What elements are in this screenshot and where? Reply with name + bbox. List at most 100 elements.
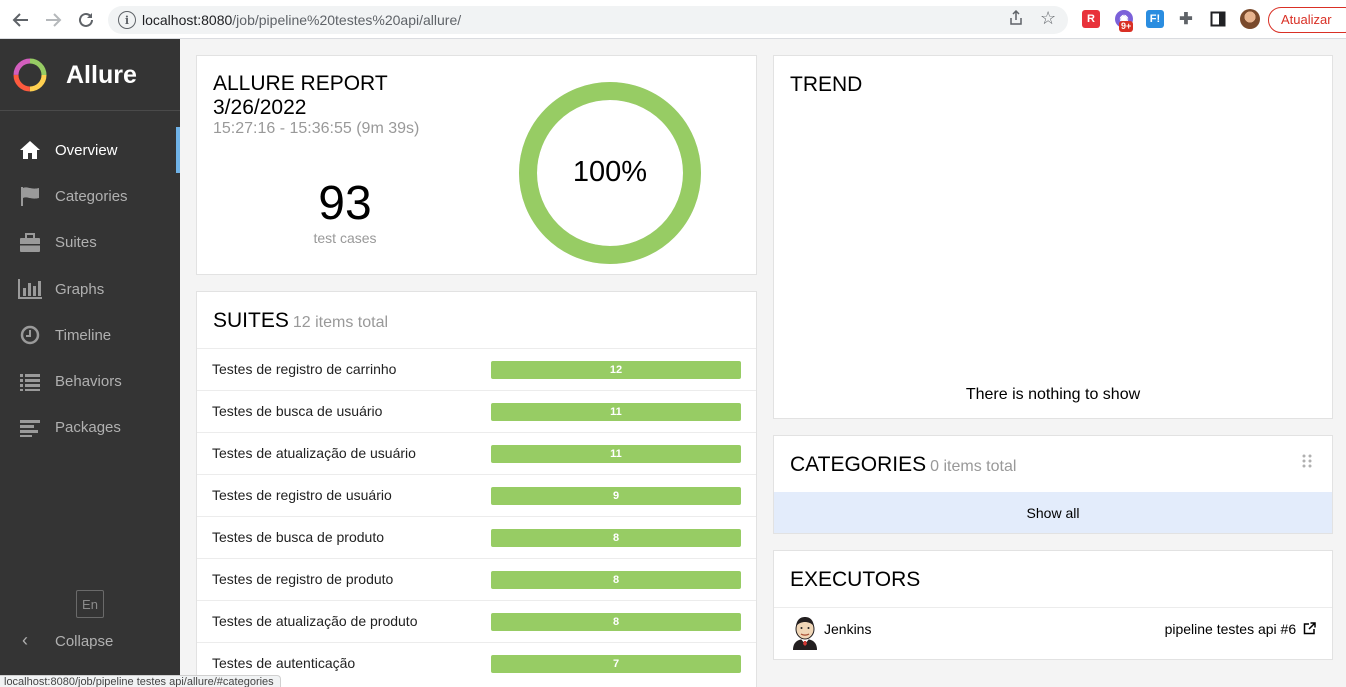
suite-name: Testes de atualização de produto (212, 613, 418, 629)
side-panel-icon[interactable] (1209, 10, 1227, 28)
suites-subtitle: 12 items total (292, 314, 389, 331)
suite-status-bar[interactable]: 11 (491, 403, 741, 421)
suite-name: Testes de registro de produto (212, 571, 394, 587)
table-row[interactable]: Testes de registro de carrinho 12 (197, 348, 756, 390)
sidebar-item-label: Overview (55, 141, 118, 159)
test-case-label: test cases (313, 230, 377, 246)
report-title: ALLURE REPORT 3/26/2022 (213, 72, 388, 120)
sidebar-item-graphs[interactable]: Graphs (0, 266, 180, 312)
suites-title: SUITES 12 items total (213, 309, 388, 333)
site-info-icon[interactable]: i (118, 11, 136, 29)
puzzle-icon[interactable]: ✚ (1179, 11, 1193, 28)
bar-chart-icon (18, 278, 42, 300)
suite-status-bar[interactable]: 7 (491, 655, 741, 673)
sidebar-item-label: Graphs (55, 280, 105, 298)
categories-subtitle: 0 items total (930, 458, 1017, 475)
suite-status-bar[interactable]: 8 (491, 613, 741, 631)
sidebar: Allure Overview Categories Suites Graphs (0, 39, 180, 687)
share-icon[interactable] (1008, 9, 1024, 31)
status-bar-url: localhost:8080/job/pipeline testes api/a… (0, 675, 281, 687)
suites-widget: SUITES 12 items total Testes de registro … (196, 291, 757, 687)
suite-status-bar[interactable]: 12 (491, 361, 741, 379)
sidebar-item-packages[interactable]: Packages (0, 405, 180, 451)
forward-icon[interactable] (42, 9, 64, 31)
categories-title-text: CATEGORIES (790, 453, 927, 476)
collapse-button[interactable]: ‹ Collapse (0, 629, 180, 655)
suite-name: Testes de busca de usuário (212, 403, 383, 419)
report-title-line1: ALLURE REPORT (213, 72, 388, 95)
extension-badge: 9+ (1119, 21, 1134, 32)
sidebar-item-overview[interactable]: Overview (0, 127, 180, 174)
suite-name: Testes de registro de carrinho (212, 361, 397, 377)
url-host: localhost:8080 (142, 12, 233, 28)
list-icon (18, 371, 42, 393)
suites-title-text: SUITES (213, 309, 289, 332)
trend-widget: TREND There is nothing to show (773, 55, 1333, 419)
categories-title: CATEGORIES 0 items total (790, 453, 1016, 477)
table-row[interactable]: Testes de busca de usuário 11 (197, 390, 756, 432)
clock-icon (18, 324, 42, 346)
table-row[interactable]: Testes de registro de usuário 9 (197, 474, 756, 516)
executor-build-link[interactable]: pipeline testes api #6 (1165, 621, 1316, 637)
executors-title: EXECUTORS (790, 568, 921, 591)
brand[interactable]: Allure (0, 39, 180, 111)
reload-icon[interactable] (75, 9, 97, 31)
suite-status-bar[interactable]: 9 (491, 487, 741, 505)
brand-name: Allure (66, 61, 137, 89)
update-button[interactable]: Atualizar (1268, 7, 1346, 33)
bookmark-star-icon[interactable]: ☆ (1040, 8, 1057, 28)
categories-widget: CATEGORIES 0 items total Show all (773, 435, 1333, 534)
executors-widget: EXECUTORS Jenkins pipeline testes api #6 (773, 550, 1333, 660)
sidebar-menu: Overview Categories Suites Graphs Timeli… (0, 127, 180, 451)
jenkins-icon (793, 617, 817, 650)
browser-toolbar: i localhost:8080/job/pipeline%20testes%2… (0, 0, 1346, 39)
sidebar-item-label: Behaviors (55, 373, 122, 391)
pass-rate-donut[interactable] (517, 80, 703, 266)
url-text[interactable]: localhost:8080/job/pipeline%20testes%20a… (142, 12, 461, 28)
extension-red-icon[interactable]: R (1082, 10, 1100, 28)
address-bar[interactable]: i localhost:8080/job/pipeline%20testes%2… (108, 6, 1068, 34)
suite-name: Testes de busca de produto (212, 529, 385, 545)
briefcase-icon (18, 232, 42, 254)
align-left-icon (18, 417, 42, 439)
sidebar-item-label: Timeline (55, 326, 112, 344)
table-row[interactable]: Testes de atualização de usuário 11 (197, 432, 756, 474)
table-row[interactable]: Testes de registro de produto 8 (197, 558, 756, 600)
language-button[interactable]: En (76, 590, 104, 618)
trend-title: TREND (790, 73, 863, 96)
extension-f-icon[interactable]: F! (1146, 10, 1164, 28)
sidebar-item-categories[interactable]: Categories (0, 173, 180, 219)
home-icon (18, 139, 42, 161)
sidebar-item-label: Packages (55, 419, 121, 437)
suite-status-bar[interactable]: 8 (491, 571, 741, 589)
show-all-link[interactable]: Show all (774, 492, 1332, 533)
drag-handle-icon[interactable] (1302, 454, 1312, 468)
table-row[interactable]: Testes de autenticação 7 (197, 642, 756, 684)
url-path: /job/pipeline%20testes%20api/allure/ (232, 12, 462, 28)
test-case-count: 93 (318, 177, 372, 230)
table-row[interactable]: Testes de busca de produto 8 (197, 516, 756, 558)
sidebar-item-behaviors[interactable]: Behaviors (0, 358, 180, 404)
profile-avatar[interactable] (1240, 9, 1260, 29)
executor-build-label: pipeline testes api #6 (1164, 621, 1297, 637)
sidebar-item-suites[interactable]: Suites (0, 220, 180, 266)
external-link-icon (1303, 622, 1316, 635)
trend-empty-message: There is nothing to show (965, 386, 1141, 403)
back-icon[interactable] (10, 9, 32, 31)
chevron-left-icon: ‹ (22, 630, 28, 650)
report-date: 3/26/2022 (213, 96, 307, 119)
executor-row: Jenkins pipeline testes api #6 (774, 607, 1332, 659)
report-time: 15:27:16 - 15:36:55 (9m 39s) (213, 120, 420, 137)
flag-icon (18, 185, 42, 207)
suite-name: Testes de registro de usuário (212, 487, 392, 503)
suite-name: Testes de autenticação (212, 655, 356, 671)
summary-widget: ALLURE REPORT 3/26/2022 15:27:16 - 15:36… (196, 55, 757, 275)
donut-passed-arc[interactable] (519, 82, 701, 264)
executor-name: Jenkins (824, 621, 872, 637)
table-row[interactable]: Testes de atualização de produto 8 (197, 600, 756, 642)
suite-status-bar[interactable]: 11 (491, 445, 741, 463)
sidebar-item-timeline[interactable]: Timeline (0, 312, 180, 358)
suite-status-bar[interactable]: 8 (491, 529, 741, 547)
collapse-label: Collapse (55, 633, 114, 650)
sidebar-item-label: Suites (55, 234, 97, 252)
